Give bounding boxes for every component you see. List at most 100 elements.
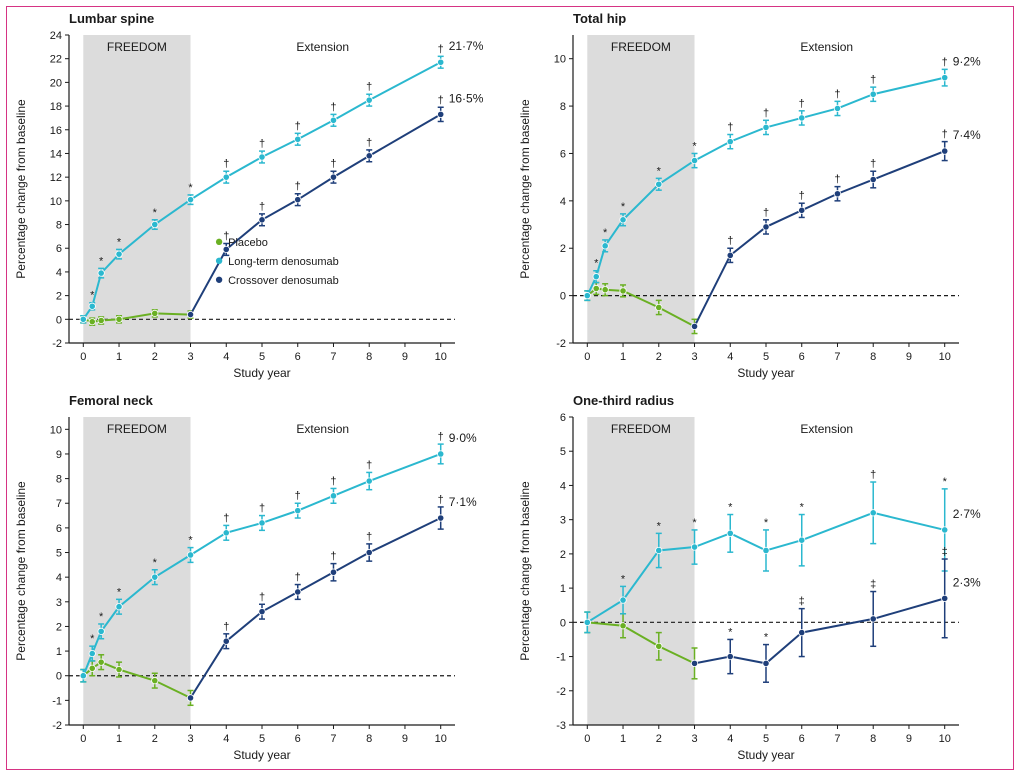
- series-point-long_term: [656, 181, 662, 187]
- svg-text:4: 4: [56, 572, 62, 584]
- svg-text:3: 3: [560, 515, 566, 527]
- x-axis-label: Study year: [737, 748, 794, 762]
- series-point-crossover: [330, 174, 336, 180]
- series-point-long_term: [799, 537, 805, 543]
- svg-text:†: †: [870, 74, 876, 86]
- series-point-crossover: [799, 207, 805, 213]
- phase-label-freedom: FREEDOM: [107, 422, 167, 436]
- series-point-crossover: [799, 629, 805, 635]
- svg-text:4: 4: [56, 267, 62, 279]
- phase-label-freedom: FREEDOM: [611, 40, 671, 54]
- end-label-crossover: 2·3%: [953, 575, 981, 589]
- svg-text:‡: ‡: [942, 546, 948, 558]
- svg-text:†: †: [763, 207, 769, 219]
- svg-text:9: 9: [56, 449, 62, 461]
- svg-text:-2: -2: [556, 338, 566, 350]
- series-point-crossover: [187, 695, 193, 701]
- y-axis-label: Percentage change from baseline: [14, 99, 28, 279]
- series-point-placebo: [152, 310, 158, 316]
- svg-text:7: 7: [330, 351, 336, 363]
- svg-text:3: 3: [691, 351, 697, 363]
- svg-text:3: 3: [187, 351, 193, 363]
- svg-text:*: *: [188, 535, 193, 547]
- series-point-long_term: [656, 547, 662, 553]
- series-point-crossover: [870, 616, 876, 622]
- series-point-long_term: [295, 507, 301, 513]
- panel-title: Femoral neck: [69, 393, 154, 408]
- series-point-long_term: [602, 243, 608, 249]
- series-point-crossover: [438, 111, 444, 117]
- y-axis-label: Percentage change from baseline: [14, 481, 28, 661]
- svg-text:*: *: [728, 502, 733, 514]
- x-axis-label: Study year: [737, 366, 794, 380]
- svg-text:10: 10: [554, 54, 566, 66]
- svg-text:1: 1: [116, 351, 122, 363]
- svg-text:1: 1: [116, 733, 122, 745]
- svg-text:†: †: [438, 94, 444, 106]
- svg-text:4: 4: [727, 733, 733, 745]
- series-point-long_term: [584, 619, 590, 625]
- series-point-long_term: [942, 74, 948, 80]
- svg-text:†: †: [834, 174, 840, 186]
- svg-text:5: 5: [56, 548, 62, 560]
- series-point-placebo: [656, 304, 662, 310]
- svg-text:5: 5: [560, 446, 566, 458]
- series-point-long_term: [799, 115, 805, 121]
- svg-text:‡: ‡: [870, 579, 876, 591]
- series-point-long_term: [691, 544, 697, 550]
- svg-text:2: 2: [152, 351, 158, 363]
- series-point-long_term: [366, 478, 372, 484]
- svg-text:2: 2: [560, 243, 566, 255]
- svg-text:6: 6: [560, 148, 566, 160]
- series-point-crossover: [942, 595, 948, 601]
- svg-text:3: 3: [187, 733, 193, 745]
- svg-text:†: †: [870, 158, 876, 170]
- svg-text:†: †: [834, 88, 840, 100]
- series-point-long_term: [691, 157, 697, 163]
- series-point-placebo: [89, 665, 95, 671]
- svg-text:10: 10: [939, 733, 951, 745]
- svg-text:4: 4: [727, 351, 733, 363]
- series-point-placebo: [152, 677, 158, 683]
- svg-text:†: †: [295, 181, 301, 193]
- series-point-long_term: [942, 527, 948, 533]
- svg-text:12: 12: [50, 172, 62, 184]
- series-point-long_term: [187, 196, 193, 202]
- svg-text:†: †: [330, 158, 336, 170]
- svg-text:8: 8: [366, 733, 372, 745]
- svg-text:2: 2: [56, 291, 62, 303]
- svg-text:0: 0: [80, 351, 86, 363]
- svg-text:*: *: [764, 632, 769, 644]
- svg-text:*: *: [153, 557, 158, 569]
- series-point-long_term: [152, 574, 158, 580]
- svg-text:2: 2: [152, 733, 158, 745]
- x-axis-label: Study year: [233, 366, 290, 380]
- series-point-placebo: [656, 643, 662, 649]
- freedom-region: [83, 417, 190, 725]
- series-point-crossover: [259, 217, 265, 223]
- legend-label: Placebo: [228, 237, 268, 249]
- svg-text:6: 6: [295, 733, 301, 745]
- series-point-long_term: [98, 628, 104, 634]
- series-point-crossover: [223, 638, 229, 644]
- svg-text:8: 8: [870, 733, 876, 745]
- series-point-long_term: [834, 105, 840, 111]
- series-point-long_term: [727, 138, 733, 144]
- svg-text:1: 1: [620, 351, 626, 363]
- svg-text:†: †: [259, 591, 265, 603]
- end-label-long_term: 21·7%: [449, 39, 484, 53]
- series-point-placebo: [593, 285, 599, 291]
- series-point-long_term: [187, 552, 193, 558]
- svg-text:*: *: [99, 611, 104, 623]
- legend-marker: [216, 239, 222, 245]
- series-point-long_term: [89, 303, 95, 309]
- svg-text:8: 8: [560, 101, 566, 113]
- svg-text:*: *: [153, 207, 158, 219]
- svg-text:10: 10: [50, 424, 62, 436]
- series-point-long_term: [593, 273, 599, 279]
- svg-text:†: †: [366, 459, 372, 471]
- series-point-long_term: [295, 136, 301, 142]
- series-point-long_term: [223, 530, 229, 536]
- svg-text:†: †: [330, 475, 336, 487]
- panel-title: Lumbar spine: [69, 11, 154, 26]
